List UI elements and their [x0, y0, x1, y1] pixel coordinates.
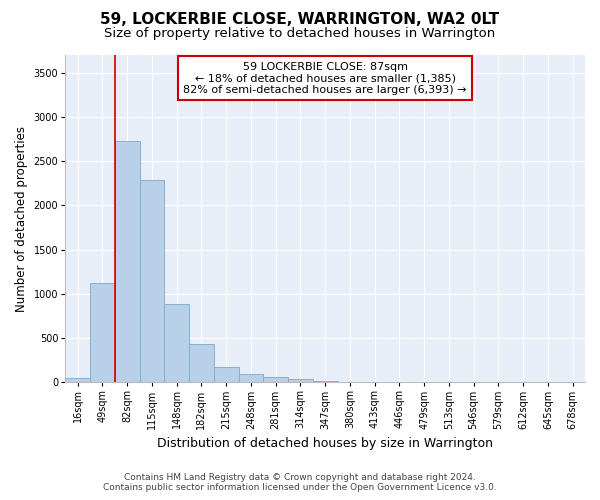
- Bar: [65, 378, 90, 382]
- Text: 59, LOCKERBIE CLOSE, WARRINGTON, WA2 0LT: 59, LOCKERBIE CLOSE, WARRINGTON, WA2 0LT: [100, 12, 500, 28]
- Text: 59 LOCKERBIE CLOSE: 87sqm
← 18% of detached houses are smaller (1,385)
82% of se: 59 LOCKERBIE CLOSE: 87sqm ← 18% of detac…: [184, 62, 467, 94]
- Bar: [189, 344, 214, 383]
- Bar: [115, 141, 139, 382]
- Bar: [164, 304, 189, 382]
- Bar: [214, 367, 239, 382]
- Bar: [139, 180, 164, 382]
- Bar: [90, 284, 115, 382]
- X-axis label: Distribution of detached houses by size in Warrington: Distribution of detached houses by size …: [157, 437, 493, 450]
- Bar: [313, 380, 337, 382]
- Bar: [239, 374, 263, 382]
- Text: Size of property relative to detached houses in Warrington: Size of property relative to detached ho…: [104, 28, 496, 40]
- Y-axis label: Number of detached properties: Number of detached properties: [15, 126, 28, 312]
- Bar: [288, 379, 313, 382]
- Bar: [263, 377, 288, 382]
- Text: Contains HM Land Registry data © Crown copyright and database right 2024.
Contai: Contains HM Land Registry data © Crown c…: [103, 473, 497, 492]
